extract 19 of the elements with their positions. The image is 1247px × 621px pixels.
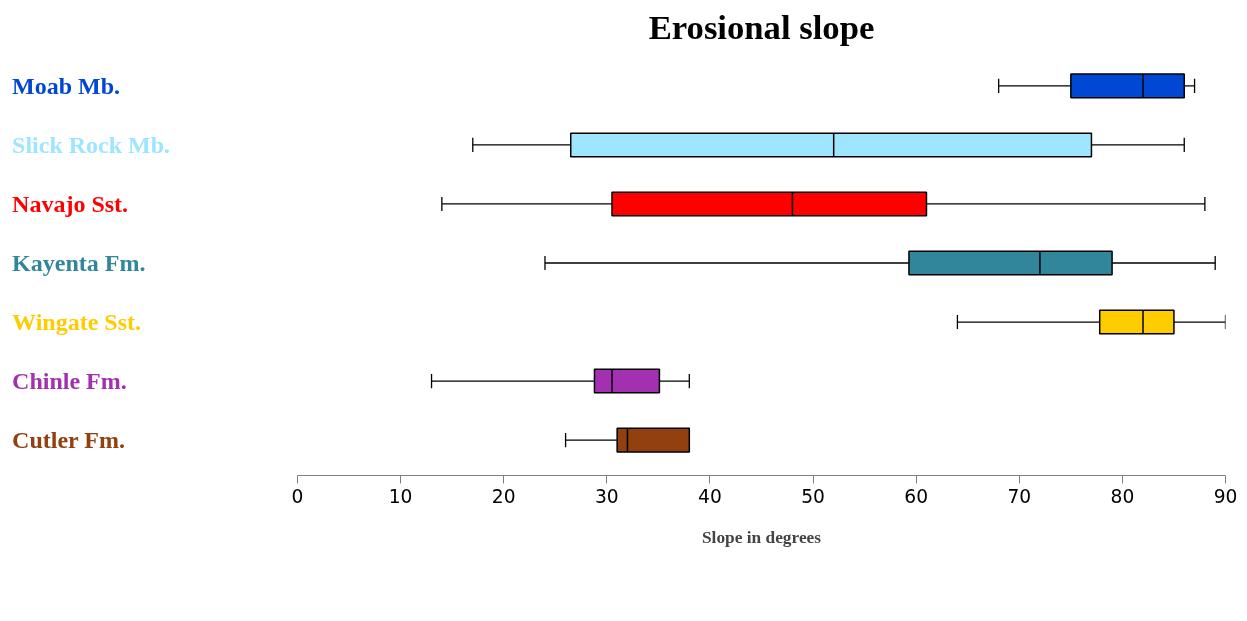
y-tick-label: Wingate Sst.	[12, 309, 142, 336]
x-tick-label: 50	[801, 485, 825, 507]
y-tick-label: Kayenta Fm.	[12, 250, 146, 276]
y-tick-label: Chinle Fm.	[12, 368, 127, 395]
x-axis-title: Slope in degrees	[701, 527, 822, 547]
y-tick-label: Moab Mb.	[12, 72, 121, 99]
y-tick-label: Slick Rock Mb.	[12, 131, 171, 158]
y-tick-label: Cutler Fm.	[12, 427, 125, 454]
x-tick-label: 10	[388, 485, 413, 507]
x-tick-label: 90	[1213, 485, 1238, 507]
x-tick-label: 80	[1110, 485, 1135, 507]
x-tick-label: 0	[291, 485, 304, 507]
x-tick-label: 70	[1007, 485, 1032, 507]
y-tick-label: Navajo Sst.	[12, 190, 129, 217]
x-tick-label: 60	[904, 485, 929, 507]
chart-title: Erosional slope	[648, 7, 875, 46]
x-tick-label: 30	[594, 485, 619, 507]
x-tick-label: 40	[698, 485, 722, 507]
x-tick-label: 20	[491, 485, 516, 507]
